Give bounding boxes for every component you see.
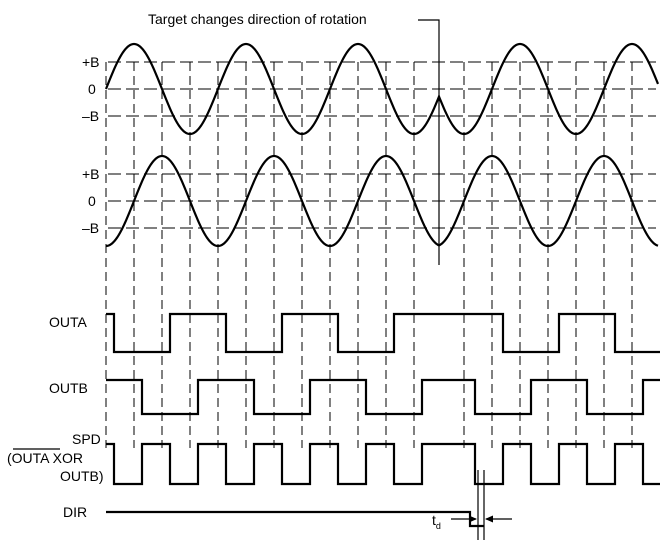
outa-signal [106, 312, 660, 354]
sensor-b-plus-b-label: +B [82, 166, 100, 182]
outb-label: OUTB [49, 380, 88, 396]
sensor-a-reference-lines [108, 61, 656, 117]
sensor-a-zero-label: 0 [88, 81, 96, 97]
sensor-a-waveform [104, 42, 660, 136]
vertical-guides [105, 62, 633, 448]
sensor-b-minus-b-label: –B [82, 220, 99, 236]
direction-change-annotation: Target changes direction of rotation [148, 11, 367, 27]
sensor-a-plus-b-label: +B [82, 54, 100, 70]
delay-arrowhead-left [469, 515, 477, 523]
sensor-a-minus-b-label: –B [82, 108, 99, 124]
sensor-b-zero-label: 0 [88, 193, 96, 209]
svg-text:(OUTA XOR: (OUTA XOR [7, 450, 83, 466]
delay-label: td [432, 512, 441, 531]
svg-text:SPD: SPD [72, 431, 101, 447]
sensor-b-waveform [105, 154, 659, 248]
outa-label: OUTA [49, 314, 88, 330]
spd-signal [106, 442, 660, 486]
delay-arrowhead-right [485, 515, 493, 523]
spd-label: SPD (OUTA XOR OUTB) [7, 431, 104, 484]
direction-change-marker [418, 19, 440, 265]
delay-annotation: td [432, 470, 512, 540]
dir-signal [106, 510, 484, 528]
outb-signal [106, 378, 660, 416]
svg-text:OUTB): OUTB) [60, 468, 104, 484]
dir-label: DIR [63, 504, 87, 520]
